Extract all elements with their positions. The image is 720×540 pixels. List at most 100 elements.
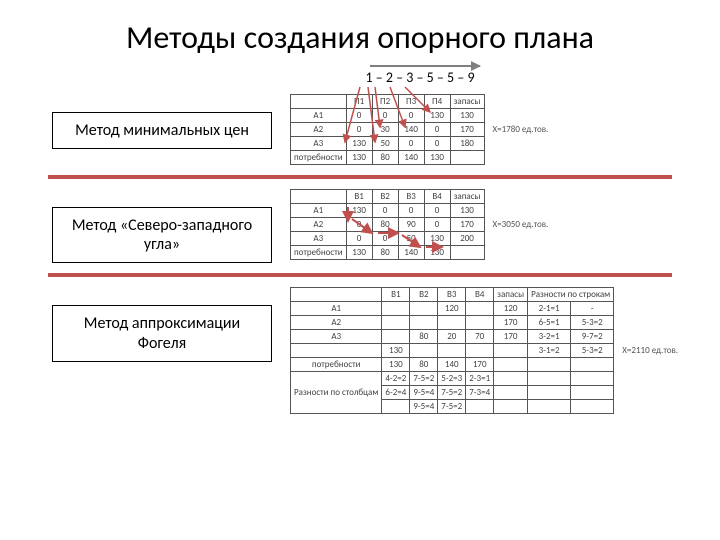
cell: B3 [398,190,424,204]
note-1: X=1780 ед.тов. [493,124,549,135]
cell: П3 [398,95,424,109]
cell: 130 [450,109,484,123]
sequence-arrow [370,65,480,67]
cell: 0 [424,204,450,218]
cell [494,386,528,400]
cell: 0 [398,204,424,218]
section-vogel: Метод аппроксимации Фогеля B1 B2 B3 B4 з… [0,283,720,418]
cell: A1 [291,204,347,218]
cell: 6-2=4 [382,386,410,400]
cell: 0 [346,218,372,232]
cell [528,358,571,372]
cell [291,288,382,302]
cell: 140 [438,358,466,372]
cell: потребности [291,151,347,165]
cell: 170 [494,330,528,344]
cell: 170 [450,123,484,137]
cell: 130 [424,246,450,260]
cell: запасы [494,288,528,302]
cell: 50 [398,232,424,246]
cell: 2-1=1 [528,302,571,316]
cell: 170 [494,316,528,330]
cell: П4 [424,95,450,109]
cell [528,386,571,400]
cell [494,400,528,414]
cell [382,316,410,330]
cell: П2 [372,95,398,109]
cell: B4 [424,190,450,204]
cell [571,372,614,386]
cell: 30 [372,123,398,137]
cell: 4-2=2 [382,372,410,386]
cell: A3 [291,330,382,344]
cell: 80 [372,218,398,232]
cell: 0 [372,204,398,218]
divider-2 [48,273,672,277]
cell: потребности [291,358,382,372]
cell: 140 [398,151,424,165]
cell: 3-2=1 [528,330,571,344]
cell [466,302,494,316]
cell [291,190,347,204]
cell [450,151,484,165]
cell: 0 [346,109,372,123]
cell: 170 [450,218,484,232]
cell: 90 [398,218,424,232]
cell [528,372,571,386]
cell: 80 [372,246,398,260]
cell: 130 [346,151,372,165]
cell: потребности [291,246,347,260]
cell: 3-1=2 [528,344,571,358]
cell: B2 [372,190,398,204]
cell: A3 [291,232,347,246]
cell [382,330,410,344]
cell: 70 [466,330,494,344]
cell: 130 [424,151,450,165]
cell: A2 [291,123,347,137]
cell: 130 [424,232,450,246]
cell: B3 [438,288,466,302]
cell [382,400,410,414]
note-2: X=3050 ед.тов. [493,219,549,230]
cell: 0 [346,232,372,246]
cell: 0 [398,109,424,123]
cell [528,400,571,414]
cell [291,95,347,109]
cell: A2 [291,316,382,330]
cell: 130 [382,358,410,372]
cell [571,400,614,414]
cell: 0 [372,232,398,246]
cell: 5-3=2 [571,344,614,358]
cell [466,400,494,414]
cell: A1 [291,302,382,316]
cell: 120 [438,302,466,316]
divider-1 [48,175,672,179]
cell: 9-7=2 [571,330,614,344]
cell: 130 [346,246,372,260]
cell [494,344,528,358]
sequence-text: 1 – 2 – 3 – 5 – 5 – 9 [120,69,720,86]
cell: 120 [494,302,528,316]
cell [466,316,494,330]
cell: - [571,302,614,316]
cell: 0 [372,109,398,123]
cell: 200 [450,232,484,246]
cell: 2-3=1 [466,372,494,386]
cell: 50 [372,137,398,151]
cell: 80 [372,151,398,165]
section-min-price: Метод минимальных цен П1 П2 П3 П4 запасы… [0,90,720,169]
cell: 5-3=2 [571,316,614,330]
cell: 170 [466,358,494,372]
cell: 130 [450,204,484,218]
cell: 0 [424,218,450,232]
cell: B4 [466,288,494,302]
cell: 80 [410,330,438,344]
cell: 5-2=3 [438,372,466,386]
cell [410,302,438,316]
section-northwest: Метод «Северо-западного угла» B1 B2 B3 B… [0,185,720,267]
table-vogel: B1 B2 B3 B4 запасы Разности по строкам A… [290,287,614,414]
cell [410,316,438,330]
table-northwest: B1 B2 B3 B4 запасы A1 130 0 0 0 130 A2 0… [290,189,485,260]
cell: Разности по строкам [528,288,614,302]
cell: 0 [398,137,424,151]
